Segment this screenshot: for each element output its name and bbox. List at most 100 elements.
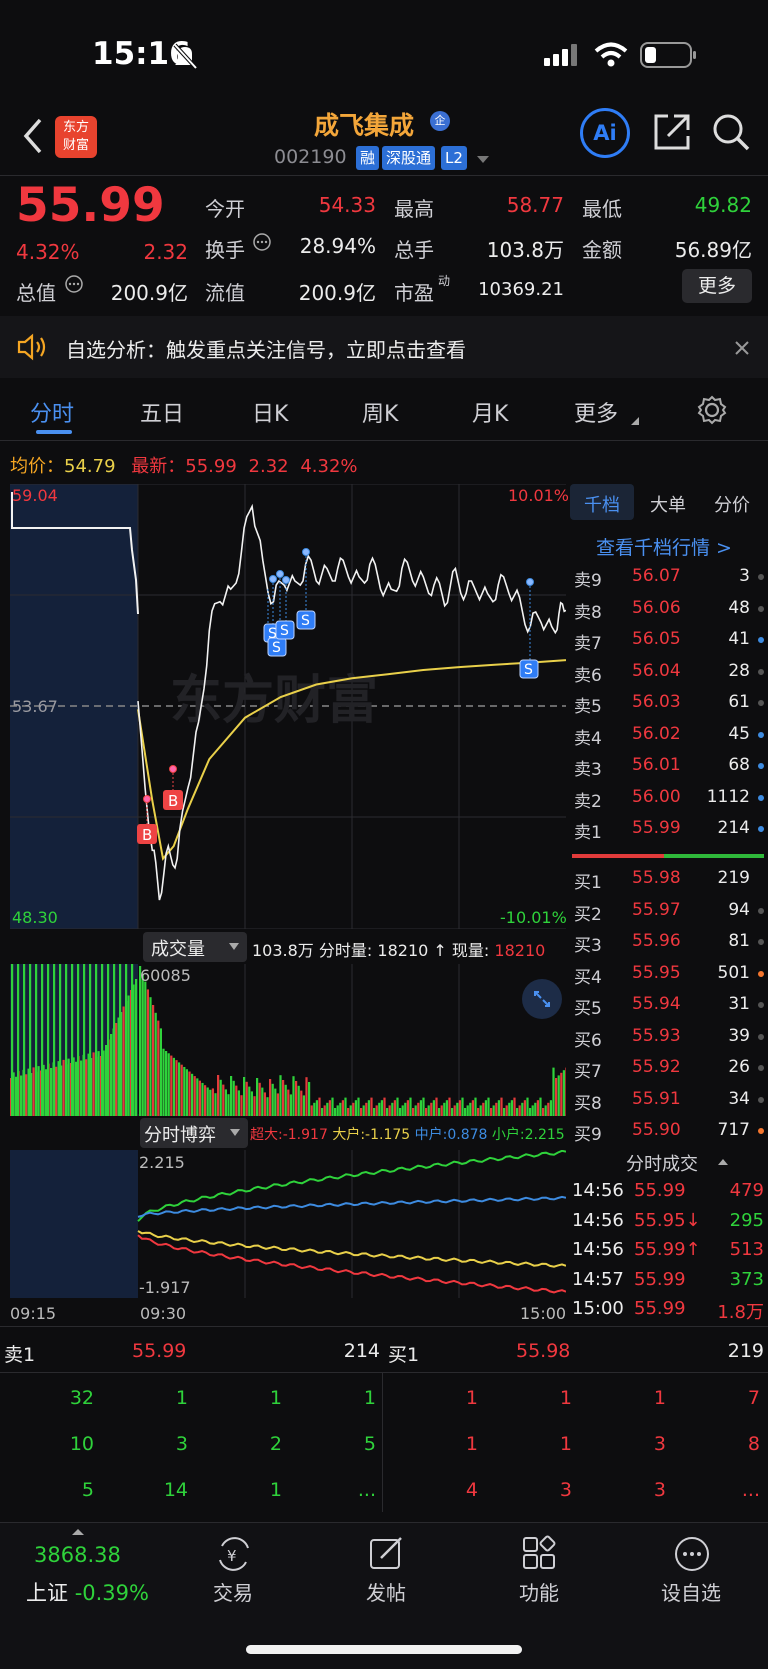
game-indicator-select[interactable]: 分时博弈 (140, 1118, 248, 1148)
nav-function[interactable]: 功能 (519, 1581, 559, 1605)
app-logo[interactable]: 东方 财富 (55, 116, 97, 158)
more-button[interactable]: 更多 (682, 269, 752, 303)
expand-button[interactable] (522, 979, 562, 1019)
index-info[interactable]: 上证 -0.39% (26, 1577, 149, 1607)
info-icon[interactable] (252, 232, 272, 252)
bid-volume: 94 (728, 899, 750, 920)
minute-volume: 18210 (377, 941, 429, 960)
tab-price-dist[interactable]: 分价 (714, 495, 750, 516)
volume-bar (365, 1102, 368, 1116)
legend-mid: 中户:0.878 (414, 1127, 488, 1143)
ask-row[interactable]: 卖3 56.01 68 (572, 755, 768, 786)
ask-row[interactable]: 卖6 56.04 28 (572, 661, 768, 692)
volume-bar (367, 1100, 370, 1116)
volume-bar (274, 1088, 277, 1116)
post-icon[interactable] (367, 1534, 407, 1574)
search-icon[interactable] (711, 112, 751, 152)
sell-marker[interactable] (519, 659, 539, 679)
bid-row[interactable]: 买8 55.91 34 (572, 1089, 768, 1120)
bid-row[interactable]: 买4 55.95 501 (572, 963, 768, 994)
depth-link[interactable]: 查看千档行情 > (596, 537, 732, 559)
ask-row[interactable]: 卖2 56.00 1112 (572, 787, 768, 818)
bid-row[interactable]: 买3 55.96 81 (572, 931, 768, 962)
volume-bar (72, 1057, 75, 1116)
tab-depth[interactable]: 千档 (570, 484, 634, 520)
analysis-banner[interactable]: 自选分析：触发重点关注信号，立即点击查看 (0, 316, 768, 378)
nav-add-watchlist[interactable]: 设自选 (661, 1581, 721, 1605)
tab-intraday[interactable]: 分时 (30, 402, 75, 427)
volume-bar (297, 1085, 300, 1116)
volume-max-label: 60085 (140, 966, 191, 985)
close-icon[interactable] (734, 340, 750, 356)
volume-bar (425, 1108, 428, 1116)
ask-row[interactable]: 卖5 56.03 61 (572, 692, 768, 723)
ask-label: 卖5 (574, 697, 602, 717)
bid-price: 55.95 (632, 962, 681, 983)
ask-row[interactable]: 卖8 56.06 48 (572, 598, 768, 629)
flow-game-chart[interactable] (10, 1150, 566, 1298)
volume-bar (557, 1075, 560, 1116)
tab-five-day[interactable]: 五日 (140, 402, 185, 427)
ask-row[interactable]: 卖4 56.02 45 (572, 724, 768, 755)
volume-bar (62, 1059, 65, 1116)
sell-marker[interactable] (275, 620, 295, 640)
tab-week-k[interactable]: 周K (362, 402, 399, 427)
bid-price: 55.92 (632, 1057, 681, 1077)
volume-chart[interactable] (10, 964, 566, 1116)
ask-row[interactable]: 卖9 56.07 3 (572, 566, 768, 597)
bid-volume: 717 (717, 1120, 750, 1140)
back-arrow-icon[interactable] (22, 118, 44, 154)
bid-row[interactable]: 买6 55.93 39 (572, 1026, 768, 1057)
bid-flag-dot (758, 1065, 764, 1071)
bottom-nav (0, 1522, 768, 1669)
volume-bar (57, 1061, 60, 1116)
tab-day-k[interactable]: 日K (252, 402, 289, 427)
volume-bar (490, 1108, 493, 1116)
dropdown-triangle-icon[interactable] (476, 154, 490, 164)
bid-row[interactable]: 买5 55.94 31 (572, 994, 768, 1025)
bid-price: 55.97 (632, 899, 681, 920)
collapse-triangle-icon[interactable] (718, 1158, 728, 1166)
tab-month-k[interactable]: 月K (472, 402, 509, 427)
mcap-label: 总值 (16, 281, 56, 305)
ask-price: 56.03 (632, 692, 681, 712)
ask-row[interactable]: 卖7 56.05 41 (572, 629, 768, 660)
x-label-0915: 09:15 (10, 1304, 57, 1323)
ai-button[interactable]: Ai (580, 108, 630, 158)
dropdown-triangle-icon (230, 1129, 240, 1136)
ask-row[interactable]: 卖1 55.99 214 (572, 818, 768, 849)
sell-marker[interactable] (296, 610, 316, 630)
nav-post[interactable]: 发帖 (366, 1581, 406, 1605)
info-icon[interactable] (64, 274, 84, 294)
volume-bar (122, 1006, 125, 1116)
gear-icon[interactable] (696, 394, 728, 426)
tab-large-orders[interactable]: 大单 (650, 495, 686, 516)
function-grid-icon[interactable] (520, 1534, 560, 1574)
more-dots-icon[interactable] (672, 1534, 712, 1574)
battery-icon (640, 42, 696, 68)
index-value[interactable]: 3868.38 (34, 1543, 121, 1567)
volume-bar (474, 1097, 477, 1116)
volume-indicator-select[interactable]: 成交量 (143, 932, 247, 962)
buy-queue-order: 8 (747, 1433, 760, 1455)
volume-bar (266, 1097, 269, 1116)
nav-trade[interactable]: 交易 (213, 1581, 253, 1605)
volume-bar (125, 964, 128, 1116)
buy-marker[interactable] (137, 824, 157, 844)
bid-row[interactable]: 买2 55.97 94 (572, 900, 768, 931)
buy-marker[interactable] (163, 790, 183, 810)
ask-label: 卖9 (574, 571, 602, 591)
banner-text: 自选分析：触发重点关注信号，立即点击查看 (66, 338, 466, 362)
tab-more[interactable]: 更多 (574, 402, 619, 427)
volume-bar (115, 1023, 118, 1116)
bid-row[interactable]: 买1 55.98 219 (572, 868, 768, 899)
trades-title[interactable]: 分时成交 (626, 1154, 698, 1175)
bid-row[interactable]: 买9 55.90 717 (572, 1120, 768, 1151)
share-icon[interactable] (652, 112, 692, 152)
sell-queue-order: 5 (81, 1479, 94, 1501)
trade-icon[interactable]: ¥ (214, 1534, 254, 1574)
volume-label: 总手 (394, 238, 434, 262)
volume-bar (132, 984, 135, 1116)
bid-row[interactable]: 买7 55.92 26 (572, 1057, 768, 1088)
